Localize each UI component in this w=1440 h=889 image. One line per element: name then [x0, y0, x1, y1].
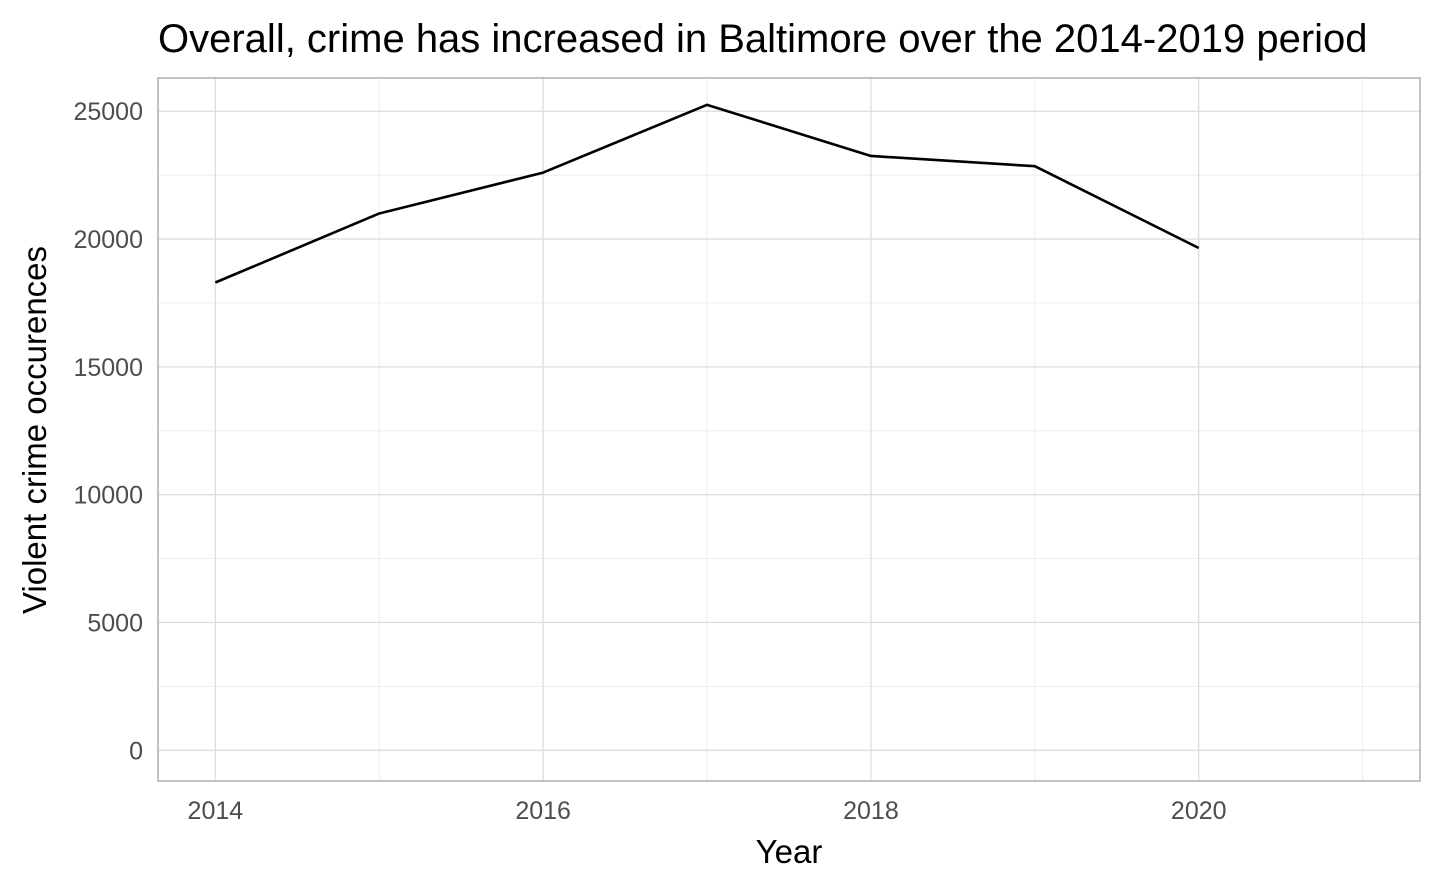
x-tick-label: 2016 — [515, 797, 571, 825]
x-axis-title: Year — [756, 833, 823, 870]
y-tick-label: 15000 — [73, 354, 143, 382]
y-tick-label: 0 — [129, 737, 143, 765]
grid — [158, 78, 1420, 781]
y-axis-ticks: 0 5000 10000 15000 20000 25000 — [73, 98, 143, 765]
x-tick-label: 2018 — [843, 797, 899, 825]
y-tick-label: 25000 — [73, 98, 143, 126]
series-line — [214, 103, 1200, 284]
y-tick-label: 20000 — [73, 226, 143, 254]
x-axis-ticks: 2014 2016 2018 2020 — [188, 797, 1227, 825]
x-tick-label: 2014 — [188, 797, 244, 825]
y-tick-label: 10000 — [73, 482, 143, 510]
y-tick-label: 5000 — [87, 610, 143, 638]
x-tick-label: 2020 — [1171, 797, 1227, 825]
chart-title: Overall, crime has increased in Baltimor… — [158, 17, 1368, 61]
plot-panel-border — [157, 77, 1421, 782]
y-axis-title: Violent crime occurences — [16, 246, 53, 614]
series-layer — [214, 103, 1200, 284]
